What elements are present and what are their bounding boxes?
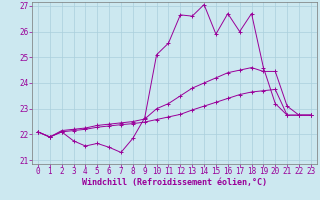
X-axis label: Windchill (Refroidissement éolien,°C): Windchill (Refroidissement éolien,°C)	[82, 178, 267, 187]
